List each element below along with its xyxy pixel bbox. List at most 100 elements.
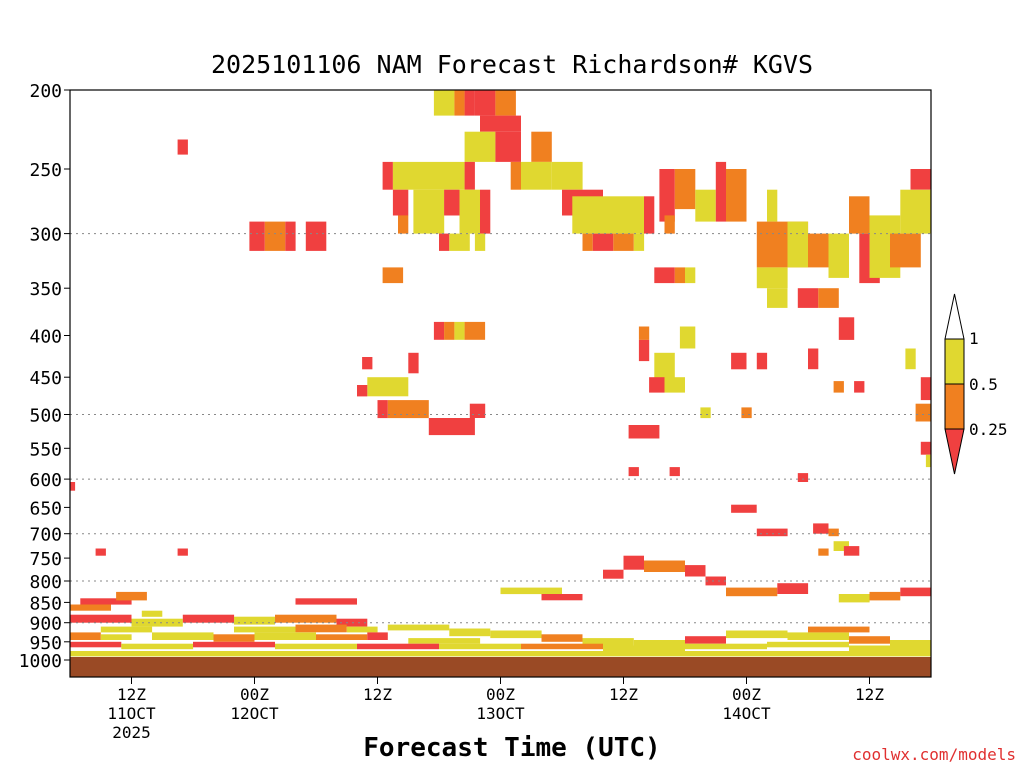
ri-cell: [121, 643, 194, 650]
ri-cell: [100, 634, 132, 640]
ri-cell: [828, 528, 839, 537]
ri-cell: [808, 626, 870, 633]
y-tick-label: 350: [29, 279, 62, 300]
ri-cell: [305, 221, 327, 251]
ri-cell: [787, 632, 849, 640]
ri-cell: [767, 288, 788, 308]
ri-cell: [726, 587, 778, 597]
y-tick-label: 850: [29, 593, 62, 614]
ri-cell: [254, 632, 316, 640]
ri-cell: [705, 576, 726, 586]
ri-cell: [444, 189, 460, 216]
ri-cell: [731, 352, 747, 370]
ri-cell: [454, 321, 465, 340]
y-tick-label: 300: [29, 225, 62, 246]
ri-cell: [439, 643, 521, 650]
ri-cell: [679, 326, 696, 349]
ri-cell: [685, 565, 706, 577]
ri-cell: [433, 90, 455, 116]
ri-cell: [177, 139, 188, 155]
legend-label: 0.25: [969, 420, 1008, 439]
ri-cell: [177, 548, 188, 556]
ri-cell: [474, 233, 486, 251]
ri-cell: [849, 645, 931, 651]
ri-cell: [193, 641, 275, 648]
ri-cell: [490, 630, 542, 639]
source-credit: coolwx.com/models: [852, 745, 1016, 764]
ri-cell: [797, 288, 819, 308]
ri-cell: [249, 221, 265, 251]
ri-cell: [623, 555, 644, 570]
ri-cell: [464, 161, 475, 190]
ri-cell: [346, 626, 378, 633]
ri-cell: [382, 161, 393, 190]
x-tick-label: 12Z: [363, 685, 392, 704]
ri-cell: [295, 598, 357, 605]
ri-cell: [777, 583, 809, 594]
ri-cell: [767, 189, 778, 222]
ri-cell: [316, 634, 368, 640]
ri-cell: [234, 626, 296, 633]
ri-cell: [70, 482, 76, 491]
richardson-cells: [70, 90, 932, 657]
ri-cell: [920, 441, 932, 455]
ri-cell: [808, 348, 819, 370]
ri-cell: [474, 90, 496, 116]
ri-cell: [264, 221, 286, 251]
y-axis: 200 250 300 350 400 450 500 550 600 650 700 7508008…: [19, 81, 70, 672]
ri-cell: [495, 90, 516, 116]
ri-cell: [726, 169, 747, 222]
ri-cell: [70, 632, 101, 640]
ri-cell: [357, 643, 439, 650]
ri-cell: [813, 523, 829, 534]
ri-cell: [357, 385, 368, 397]
ri-cell: [444, 321, 455, 340]
ri-cell: [182, 614, 235, 623]
ri-cell: [756, 267, 788, 289]
ri-cell: [495, 131, 521, 162]
ri-cell: [392, 189, 409, 216]
ri-cell: [541, 594, 583, 601]
ri-cell: [869, 591, 901, 601]
ri-cell: [925, 454, 931, 468]
ri-cell: [849, 196, 870, 234]
x-tick-label: 00Z: [486, 685, 515, 704]
ri-cell: [362, 357, 373, 370]
ri-cell: [582, 638, 634, 646]
ri-cell: [818, 288, 839, 308]
ri-cell: [70, 641, 122, 648]
ri-cell: [336, 618, 368, 627]
y-tick-label: 950: [29, 633, 62, 654]
ri-cell: [454, 90, 465, 116]
ri-cell: [659, 169, 675, 222]
ri-cell: [413, 189, 445, 234]
ri-cell: [644, 560, 685, 572]
x-tick-label: 2025: [112, 723, 151, 742]
ri-cell: [787, 221, 808, 268]
x-tick-label: 00Z: [240, 685, 269, 704]
ri-cell: [900, 587, 932, 597]
ri-cell: [633, 640, 686, 646]
ri-cell: [715, 161, 727, 222]
ri-cell: [854, 381, 865, 393]
ri-cell: [387, 400, 429, 419]
ri-cell: [685, 643, 767, 650]
ri-cell: [633, 233, 645, 251]
x-tick-label: 13OCT: [476, 704, 525, 723]
ri-cell: [572, 196, 645, 234]
ri-cell: [510, 161, 521, 190]
ri-cell: [654, 267, 675, 284]
legend-swatch-orange: [944, 383, 965, 430]
y-tick-label: 1000: [19, 651, 62, 672]
ri-cell: [664, 377, 685, 393]
ri-cell: [726, 630, 788, 639]
ri-cell: [843, 546, 860, 556]
ri-cell: [480, 115, 521, 132]
ri-cell: [70, 651, 931, 657]
ri-cell: [131, 618, 183, 627]
y-tick-label: 200: [29, 81, 62, 102]
ri-cell: [638, 326, 650, 340]
ri-cell: [275, 643, 357, 650]
